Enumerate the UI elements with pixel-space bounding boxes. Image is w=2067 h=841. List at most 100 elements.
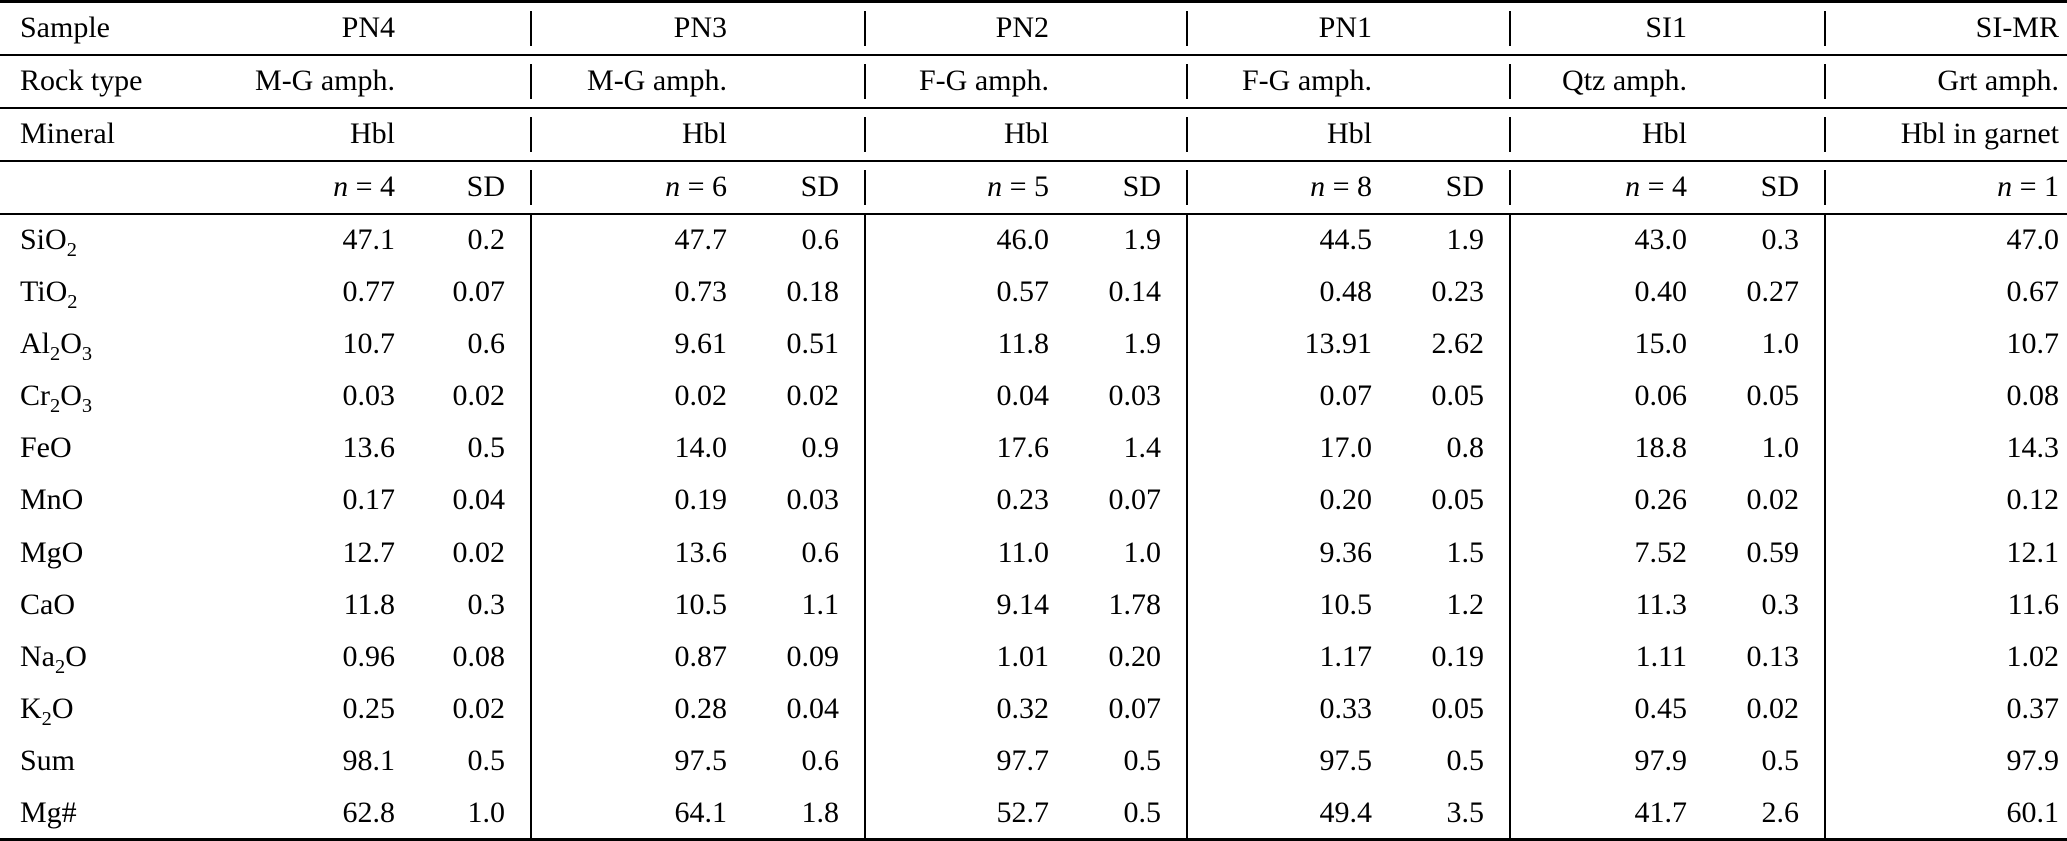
table-row: TiO2 0.77 0.07 0.73 0.18 0.57 0.14 0.48 0.23 0.40…	[0, 265, 2067, 318]
spacer-cell	[1398, 2, 1510, 55]
n-symbol: n	[665, 170, 681, 203]
sd-cell: 0.18	[786, 274, 840, 308]
value-cell: 1.11	[1509, 630, 1713, 684]
spacer-cell	[1713, 108, 1825, 161]
mineral-name: Hbl	[864, 108, 1075, 161]
sample-row: Sample PN4 PN3 PN2 PN1 SI1 SI-MR	[0, 2, 2067, 55]
spacer-cell	[753, 108, 865, 161]
value-cell: 0.96	[342, 639, 396, 673]
value-cell: 52.7	[864, 787, 1075, 839]
sd-cell: 0.07	[452, 274, 506, 308]
value-cell: 97.9	[1509, 735, 1713, 788]
sd-cell: 0.5	[467, 744, 506, 778]
oxide-label: FeO	[20, 431, 72, 465]
value-cell: 9.14	[864, 578, 1075, 631]
sd-cell: 0.5	[1761, 744, 1800, 778]
sd-cell: 0.05	[1746, 379, 1800, 413]
sd-cell: 1.1	[801, 587, 840, 621]
sd-cell: 0.03	[1108, 379, 1162, 413]
value-cell: 0.23	[864, 474, 1075, 527]
sd-cell: 1.9	[1123, 223, 1162, 257]
value-cell: 0.17	[342, 483, 396, 517]
n-count: n = 4	[205, 161, 421, 214]
n-symbol: n	[1625, 170, 1641, 203]
table-row: Sum 98.1 0.5 97.5 0.6 97.7 0.5 97.5 0.5 97.9 0.5 97…	[0, 735, 2067, 788]
value-cell: 41.7	[1509, 787, 1713, 839]
value-cell: 10.5	[530, 578, 753, 631]
oxide-label: Al2O3	[20, 326, 93, 365]
sd-cell: 0.9	[801, 431, 840, 465]
value-cell: 97.7	[864, 735, 1075, 788]
value-cell: 0.67	[1824, 265, 2067, 318]
spacer-cell	[1075, 2, 1187, 55]
sd-cell: 3.5	[1446, 795, 1485, 829]
value-cell: 47.1	[342, 223, 396, 257]
sd-cell: 0.59	[1746, 535, 1800, 569]
oxide-label: Na2O	[20, 639, 87, 678]
n-symbol: n	[1310, 170, 1326, 203]
spacer-cell	[1398, 108, 1510, 161]
rock-type: M-G amph.	[530, 55, 753, 108]
value-cell: 0.08	[1824, 369, 2067, 423]
n-value: = 1	[2012, 170, 2059, 203]
sd-cell: 0.07	[1108, 691, 1162, 725]
spacer-cell	[1713, 2, 1825, 55]
sd-cell: 0.04	[452, 483, 506, 517]
n-value: = 6	[680, 170, 727, 203]
spacer-cell	[1713, 55, 1825, 108]
sd-cell: 0.3	[1761, 587, 1800, 621]
value-cell: 0.87	[530, 630, 753, 684]
value-cell: 97.5	[530, 735, 753, 788]
table-body: SiO2 47.1 0.2 47.7 0.6 46.0 1.9 44.5 1.9 43.0 0.3 4…	[0, 213, 2067, 840]
value-cell: 0.02	[530, 369, 753, 423]
value-cell: 0.07	[1186, 369, 1398, 423]
sd-cell: 1.4	[1123, 431, 1162, 465]
value-cell: 0.06	[1509, 369, 1713, 423]
n-count: n = 1	[1824, 161, 2067, 214]
value-cell: 1.01	[864, 630, 1075, 684]
value-cell: 11.8	[343, 587, 395, 621]
value-cell: 98.1	[342, 744, 396, 778]
value-cell: 10.7	[342, 326, 396, 360]
value-cell: 0.48	[1186, 265, 1398, 318]
n-count: n = 4	[1509, 161, 1713, 214]
value-cell: 64.1	[530, 787, 753, 839]
value-cell: 0.26	[1509, 474, 1713, 527]
value-cell: 7.52	[1509, 526, 1713, 579]
value-cell: 13.91	[1186, 317, 1398, 371]
rock-type-row-label: Rock type	[20, 64, 143, 97]
value-cell: 0.57	[864, 265, 1075, 318]
value-cell: 0.33	[1186, 682, 1398, 736]
oxide-label: K2O	[20, 691, 74, 730]
sd-cell: 0.14	[1108, 274, 1162, 308]
value-cell: 11.6	[1824, 578, 2067, 631]
sd-cell: 0.6	[467, 326, 506, 360]
n-value: = 4	[1640, 170, 1687, 203]
table-row: SiO2 47.1 0.2 47.7 0.6 46.0 1.9 44.5 1.9 43.0 0.3 4…	[0, 213, 2067, 266]
n-count: n = 8	[1186, 161, 1398, 214]
sd-cell: 0.02	[1746, 691, 1800, 725]
value-cell: 0.04	[864, 369, 1075, 423]
value-cell: 10.7	[1824, 317, 2067, 371]
sd-cell: 0.02	[452, 379, 506, 413]
sd-header: SD	[800, 170, 839, 203]
oxide-label: CaO	[20, 587, 75, 621]
sample-name: PN3	[530, 2, 753, 55]
oxide-label: MnO	[20, 483, 84, 517]
rock-type: M-G amph.	[255, 64, 395, 97]
rock-type-row: Rock type M-G amph. M-G amph. F-G amph. …	[0, 55, 2067, 108]
mineral-row: Mineral Hbl Hbl Hbl Hbl Hbl Hbl in garne…	[0, 108, 2067, 161]
value-cell: 15.0	[1509, 317, 1713, 371]
value-cell: 14.3	[1824, 422, 2067, 475]
sd-header: SD	[1445, 170, 1484, 203]
value-cell: 47.7	[530, 213, 753, 266]
spacer-cell	[753, 55, 865, 108]
rock-type: Grt amph.	[1824, 55, 2067, 108]
sd-cell: 1.0	[1123, 535, 1162, 569]
rock-type: F-G amph.	[864, 55, 1075, 108]
sd-cell: 0.02	[1746, 483, 1800, 517]
oxide-label: Cr2O3	[20, 379, 93, 418]
spacer-cell	[1398, 55, 1510, 108]
n-count: n = 6	[530, 161, 753, 214]
value-cell: 44.5	[1186, 213, 1398, 266]
